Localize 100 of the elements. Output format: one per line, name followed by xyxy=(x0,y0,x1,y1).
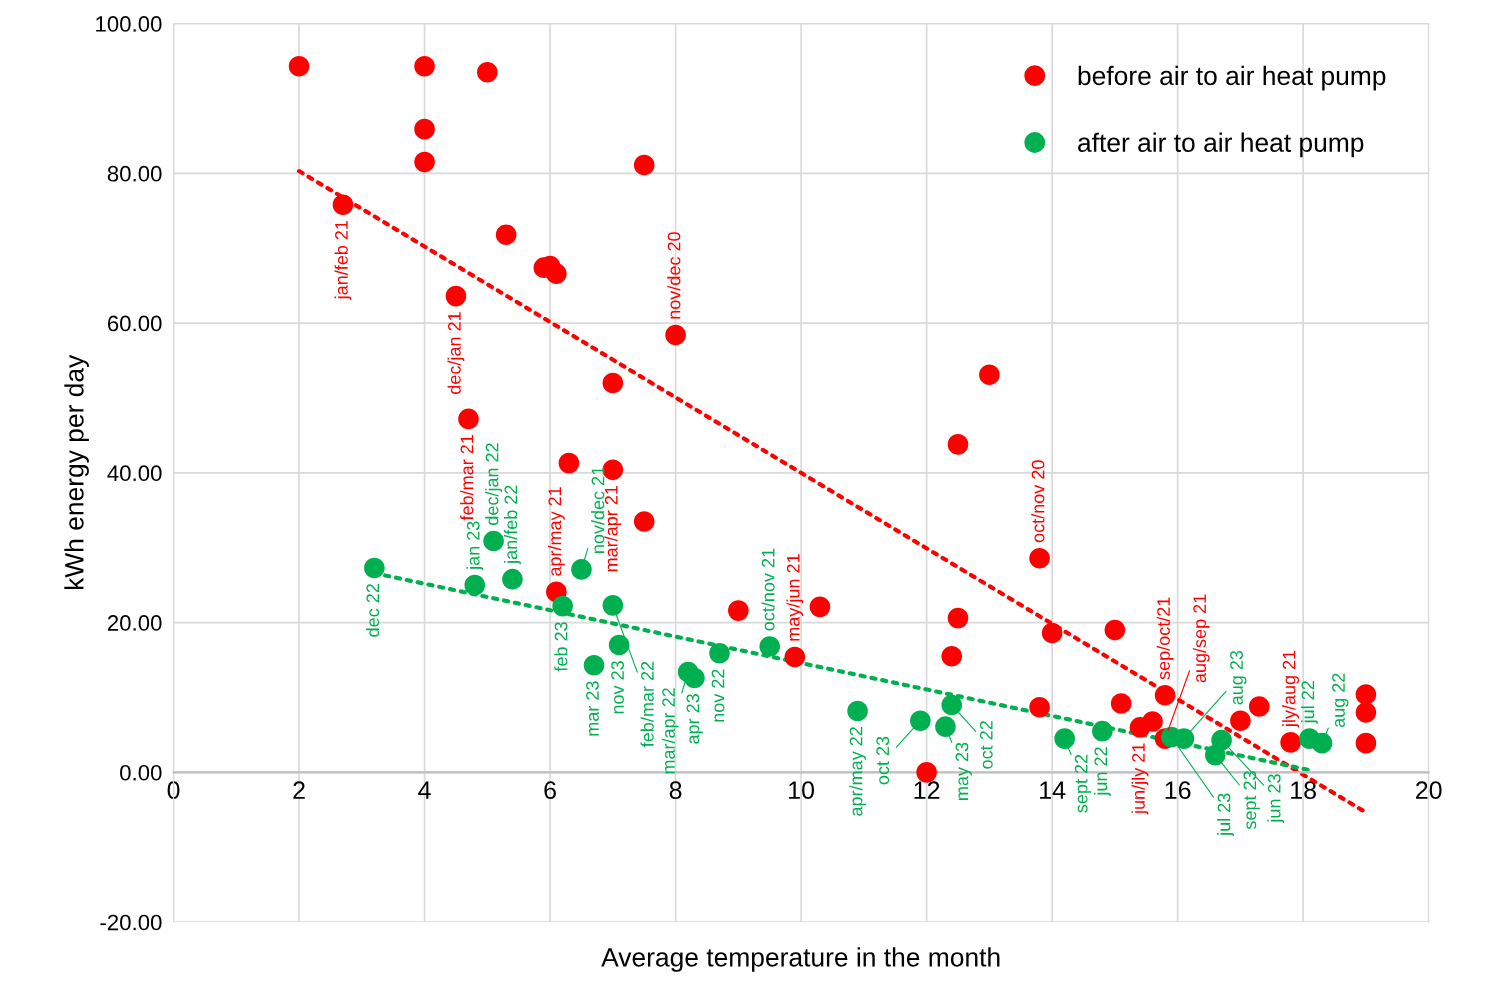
annotation: nov 23 xyxy=(611,661,624,714)
point xyxy=(910,710,931,731)
annotation: dec/jan 22 xyxy=(485,443,503,525)
annotation: aug 22 xyxy=(1332,673,1349,728)
y-tick-label: 80.00 xyxy=(107,165,162,182)
point xyxy=(947,607,969,629)
point xyxy=(809,596,831,618)
point xyxy=(1355,702,1377,723)
y-tick-label: 60.00 xyxy=(107,315,162,332)
annotation: mar 23 xyxy=(586,681,599,736)
annotation: apr/may 22 xyxy=(849,727,867,816)
point xyxy=(1154,684,1176,706)
annotation: sept 22 xyxy=(1074,754,1092,813)
point xyxy=(558,452,580,474)
point xyxy=(1355,732,1377,754)
point xyxy=(759,636,781,657)
x-tick-label: 2 xyxy=(293,781,305,799)
annotation: jan/feb 22 xyxy=(504,485,521,565)
y-tick-label: 20.00 xyxy=(107,615,162,631)
annotation: apr/may 21 xyxy=(547,487,565,576)
point xyxy=(935,716,956,737)
annotation: nov 22 xyxy=(711,669,725,722)
point xyxy=(552,595,573,617)
point xyxy=(1029,696,1050,718)
x-tick-label: 12 xyxy=(914,781,940,799)
annotation: mar/apr 21 xyxy=(604,485,622,572)
point xyxy=(847,700,868,722)
annotation: feb 23 xyxy=(554,622,568,672)
point xyxy=(1092,720,1113,742)
point xyxy=(445,285,467,307)
annotation: sept 23 xyxy=(1243,771,1260,830)
point xyxy=(1142,711,1163,732)
legend-label: before air to air heat pump xyxy=(1078,65,1386,91)
point xyxy=(728,600,749,621)
annotation: sep/oct/21 xyxy=(1156,597,1174,680)
point xyxy=(288,55,310,77)
point xyxy=(571,559,592,580)
annotation: jly/aug 21 xyxy=(1282,650,1300,728)
point xyxy=(941,645,963,667)
point xyxy=(633,511,655,532)
point xyxy=(1110,693,1132,714)
point xyxy=(483,530,504,552)
x-tick-label: 20 xyxy=(1416,781,1442,800)
point xyxy=(602,595,624,616)
point xyxy=(1230,710,1251,731)
point xyxy=(1311,732,1333,754)
point xyxy=(784,646,806,668)
x-tick-label: 6 xyxy=(544,781,556,800)
point xyxy=(979,364,1000,386)
annotation: jul 22 xyxy=(1301,681,1318,724)
annotation: aug 23 xyxy=(1230,650,1247,705)
annotation: jun 23 xyxy=(1267,774,1285,824)
y-axis-title: kWh energy per day xyxy=(64,354,89,590)
annotation: oct 23 xyxy=(876,736,890,785)
annotation: jun 22 xyxy=(1093,747,1111,797)
annotation: oct/nov 21 xyxy=(761,548,775,631)
annotation: dec 22 xyxy=(365,584,380,637)
point xyxy=(1029,547,1050,569)
annotation: mar/apr 22 xyxy=(661,688,679,774)
x-tick-label: 0 xyxy=(167,781,180,800)
annotation: feb/mar 22 xyxy=(640,661,654,747)
point xyxy=(1355,684,1377,705)
annotation: apr 23 xyxy=(686,694,703,744)
point xyxy=(332,194,354,216)
annotation: jan/feb 21 xyxy=(334,220,352,300)
point xyxy=(502,568,523,590)
y-tick-label: 100.00 xyxy=(96,16,162,32)
point xyxy=(1054,728,1075,749)
point xyxy=(1211,729,1232,751)
annotation: dec/jan 21 xyxy=(447,312,465,394)
point xyxy=(941,694,963,716)
point xyxy=(709,642,730,664)
annotation: oct 22 xyxy=(979,721,993,769)
annotation: jun/jly 21 xyxy=(1131,743,1149,815)
point xyxy=(684,667,705,689)
point xyxy=(1104,619,1126,641)
point xyxy=(583,654,605,676)
point xyxy=(1173,728,1195,749)
point xyxy=(477,61,498,83)
annotation: nov/dec 21 xyxy=(591,466,605,553)
annotation: may 23 xyxy=(955,742,972,800)
y-tick-label: 40.00 xyxy=(107,465,162,482)
x-tick-label: 16 xyxy=(1165,781,1191,800)
annotation: aug/sep 21 xyxy=(1192,594,1210,683)
point xyxy=(414,55,435,77)
x-tick-label: 14 xyxy=(1040,781,1066,799)
point xyxy=(414,118,435,140)
point xyxy=(414,151,435,173)
point xyxy=(916,762,937,783)
point xyxy=(1280,732,1301,753)
x-tick-label: 8 xyxy=(669,781,682,800)
point xyxy=(602,372,624,394)
y-tick-label: 0.00 xyxy=(120,764,162,781)
point xyxy=(464,574,486,596)
legend-label: after air to air heat pump xyxy=(1078,132,1364,158)
point xyxy=(364,557,385,579)
point xyxy=(458,408,479,430)
annotation: jan 23 xyxy=(466,521,484,571)
point xyxy=(546,263,567,284)
point xyxy=(633,154,655,176)
